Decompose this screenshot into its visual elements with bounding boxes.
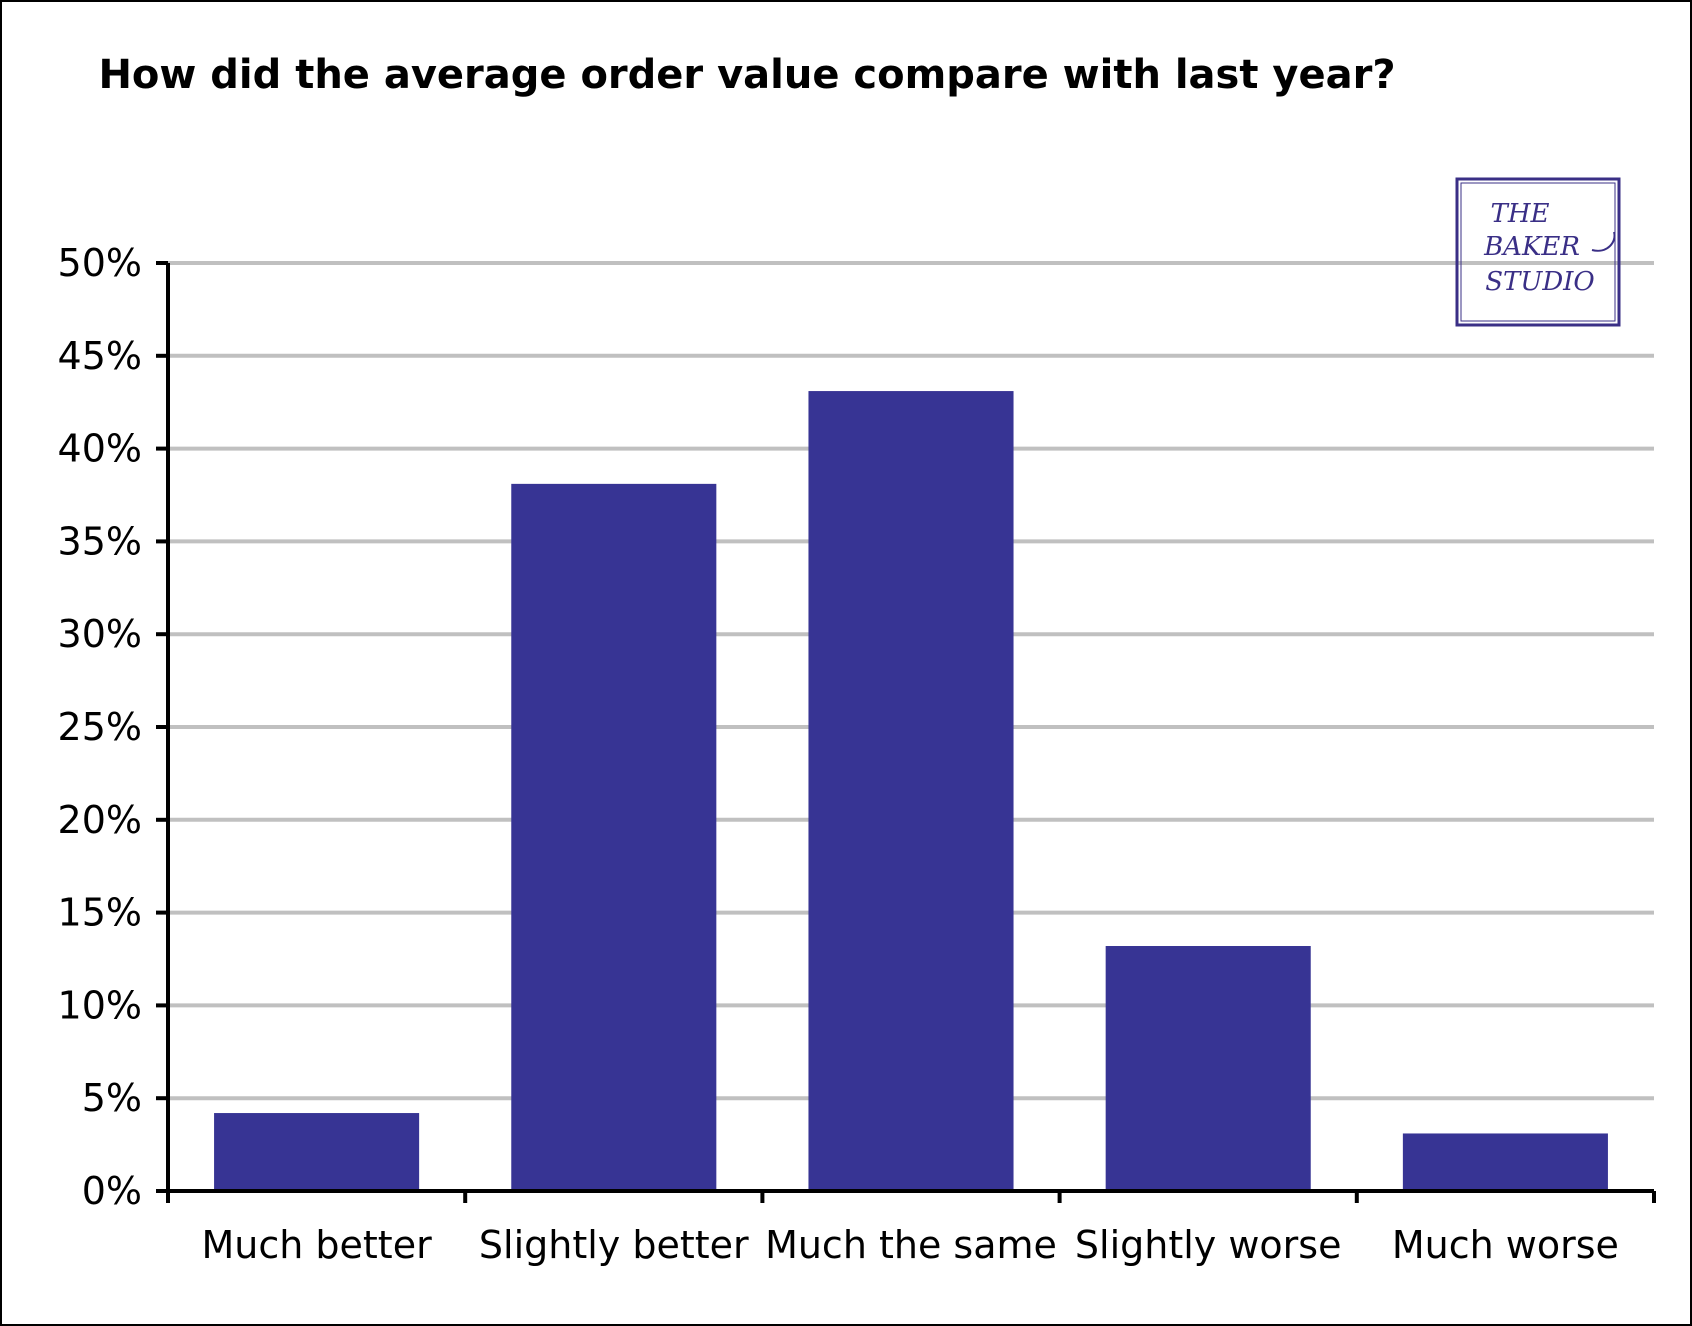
bar-much-better <box>214 1113 420 1191</box>
logo-flourish <box>1591 231 1616 252</box>
baker-studio-logo: THE BAKER STUDIO <box>1455 177 1621 327</box>
bar-slightly-worse <box>1105 946 1311 1191</box>
y-tick-label-25: 25% <box>58 705 142 749</box>
bar-much-the-same <box>808 391 1014 1192</box>
y-tick-labels: 0% 5% 10% 15% 20% 25% 30% 35% 40% 45% 50% <box>58 241 142 1213</box>
bar-slightly-better <box>511 483 717 1191</box>
y-tick-label-0: 0% <box>82 1169 142 1213</box>
x-category-label-slightly-worse: Slightly worse <box>1075 1223 1342 1267</box>
bars <box>214 391 1608 1192</box>
axes <box>156 261 1656 1203</box>
y-tick-label-10: 10% <box>58 983 142 1027</box>
logo-line-2: BAKER <box>1483 232 1580 262</box>
y-tick-label-35: 35% <box>58 519 142 563</box>
logo-line-1: THE <box>1491 199 1550 229</box>
logo-line-3: STUDIO <box>1485 267 1595 297</box>
y-tick-label-40: 40% <box>58 427 142 471</box>
y-tick-label-30: 30% <box>58 612 142 656</box>
x-category-label-much-worse: Much worse <box>1392 1223 1619 1267</box>
bar-much-worse <box>1402 1133 1608 1191</box>
y-tick-label-20: 20% <box>58 798 142 842</box>
x-category-label-much-better: Much better <box>201 1223 432 1267</box>
logo-border <box>1455 177 1621 327</box>
logo-inner-border <box>1460 182 1616 322</box>
chart-title: How did the average order value compare … <box>98 52 1395 98</box>
x-category-labels: Much better Slightly better Much the same S… <box>201 1223 1618 1267</box>
y-tick-label-50: 50% <box>58 241 142 285</box>
y-tick-label-15: 15% <box>58 891 142 935</box>
x-category-label-slightly-better: Slightly better <box>479 1223 749 1267</box>
y-tick-label-45: 45% <box>58 334 142 378</box>
x-category-label-much-the-same: Much the same <box>765 1223 1057 1267</box>
y-tick-label-5: 5% <box>82 1076 142 1120</box>
